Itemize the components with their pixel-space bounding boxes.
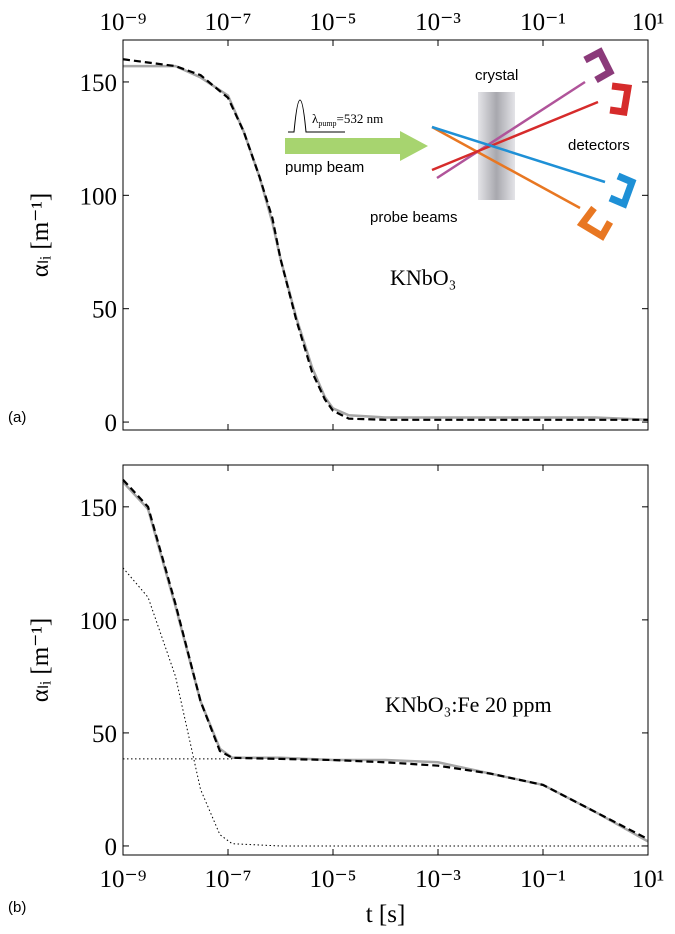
inset-label: pump bbox=[318, 119, 336, 128]
panel-label: (b) bbox=[8, 899, 26, 916]
x-tick-label: 10⁻¹ bbox=[520, 866, 566, 893]
pump-arrow bbox=[285, 131, 428, 161]
data-line bbox=[122, 481, 649, 843]
plot-frame bbox=[122, 464, 649, 856]
inset-label: λpump=532 nm bbox=[312, 111, 383, 128]
x-tick-label: 10⁻⁵ bbox=[310, 866, 357, 893]
x-axis-label: t [s] bbox=[366, 901, 406, 928]
detector-red bbox=[609, 82, 633, 116]
x-tick-label: 10⁻³ bbox=[415, 9, 461, 36]
y-axis-label: αₗᵢ [m⁻¹] bbox=[27, 193, 54, 277]
x-tick-label: 10⁻¹ bbox=[520, 9, 566, 36]
x-tick-label: 10⁻⁵ bbox=[310, 9, 357, 36]
x-tick-label: 10⁻⁹ bbox=[100, 9, 147, 36]
x-tick-label: 10⁻⁷ bbox=[205, 9, 252, 36]
data-line bbox=[122, 567, 648, 847]
y-tick-label: 50 bbox=[92, 297, 117, 324]
probe-purple bbox=[436, 80, 586, 180]
y-tick-label: 100 bbox=[80, 608, 118, 635]
y-tick-label: 100 bbox=[80, 183, 118, 210]
inset-label: detectors bbox=[568, 137, 630, 154]
inset-label: =532 nm bbox=[337, 111, 384, 126]
x-tick-label: 10⁻⁹ bbox=[100, 866, 147, 893]
y-axis-label: αₗᵢ [m⁻¹] bbox=[27, 618, 54, 702]
y-tick-label: 50 bbox=[92, 721, 117, 748]
y-tick-label: 150 bbox=[80, 70, 118, 97]
crystal-shape bbox=[478, 92, 515, 200]
pump-pulse bbox=[288, 99, 345, 133]
data-line bbox=[123, 64, 649, 422]
inset-label: probe beams bbox=[370, 209, 458, 226]
x-tick-label: 10⁻³ bbox=[415, 866, 461, 893]
annotation: KNbO₃ bbox=[390, 265, 456, 290]
x-tick-label: 10¹ bbox=[632, 866, 665, 893]
data-line bbox=[122, 58, 648, 421]
x-tick-label: 10⁻⁷ bbox=[205, 866, 252, 893]
detector-purple bbox=[583, 47, 615, 84]
panel-label: (a) bbox=[8, 409, 26, 426]
inset-label: pump beam bbox=[285, 159, 364, 176]
inset-label: λ bbox=[312, 111, 319, 126]
y-tick-label: 0 bbox=[105, 834, 118, 861]
data-line bbox=[122, 478, 649, 841]
annotation: KNbO₃:Fe 20 ppm bbox=[385, 692, 552, 717]
inset-diagram: crystal λpump=532 nm pump beam detectors… bbox=[285, 47, 637, 241]
x-tick-label: 10¹ bbox=[632, 9, 665, 36]
probe-red bbox=[431, 100, 599, 172]
plot-frame bbox=[122, 39, 649, 431]
y-tick-label: 150 bbox=[80, 495, 118, 522]
detector-blue bbox=[608, 172, 637, 209]
detector-orange bbox=[576, 205, 614, 241]
inset-label: crystal bbox=[475, 67, 518, 84]
probe-orange bbox=[431, 125, 581, 210]
probe-blue bbox=[431, 125, 606, 184]
y-tick-label: 0 bbox=[105, 410, 118, 437]
